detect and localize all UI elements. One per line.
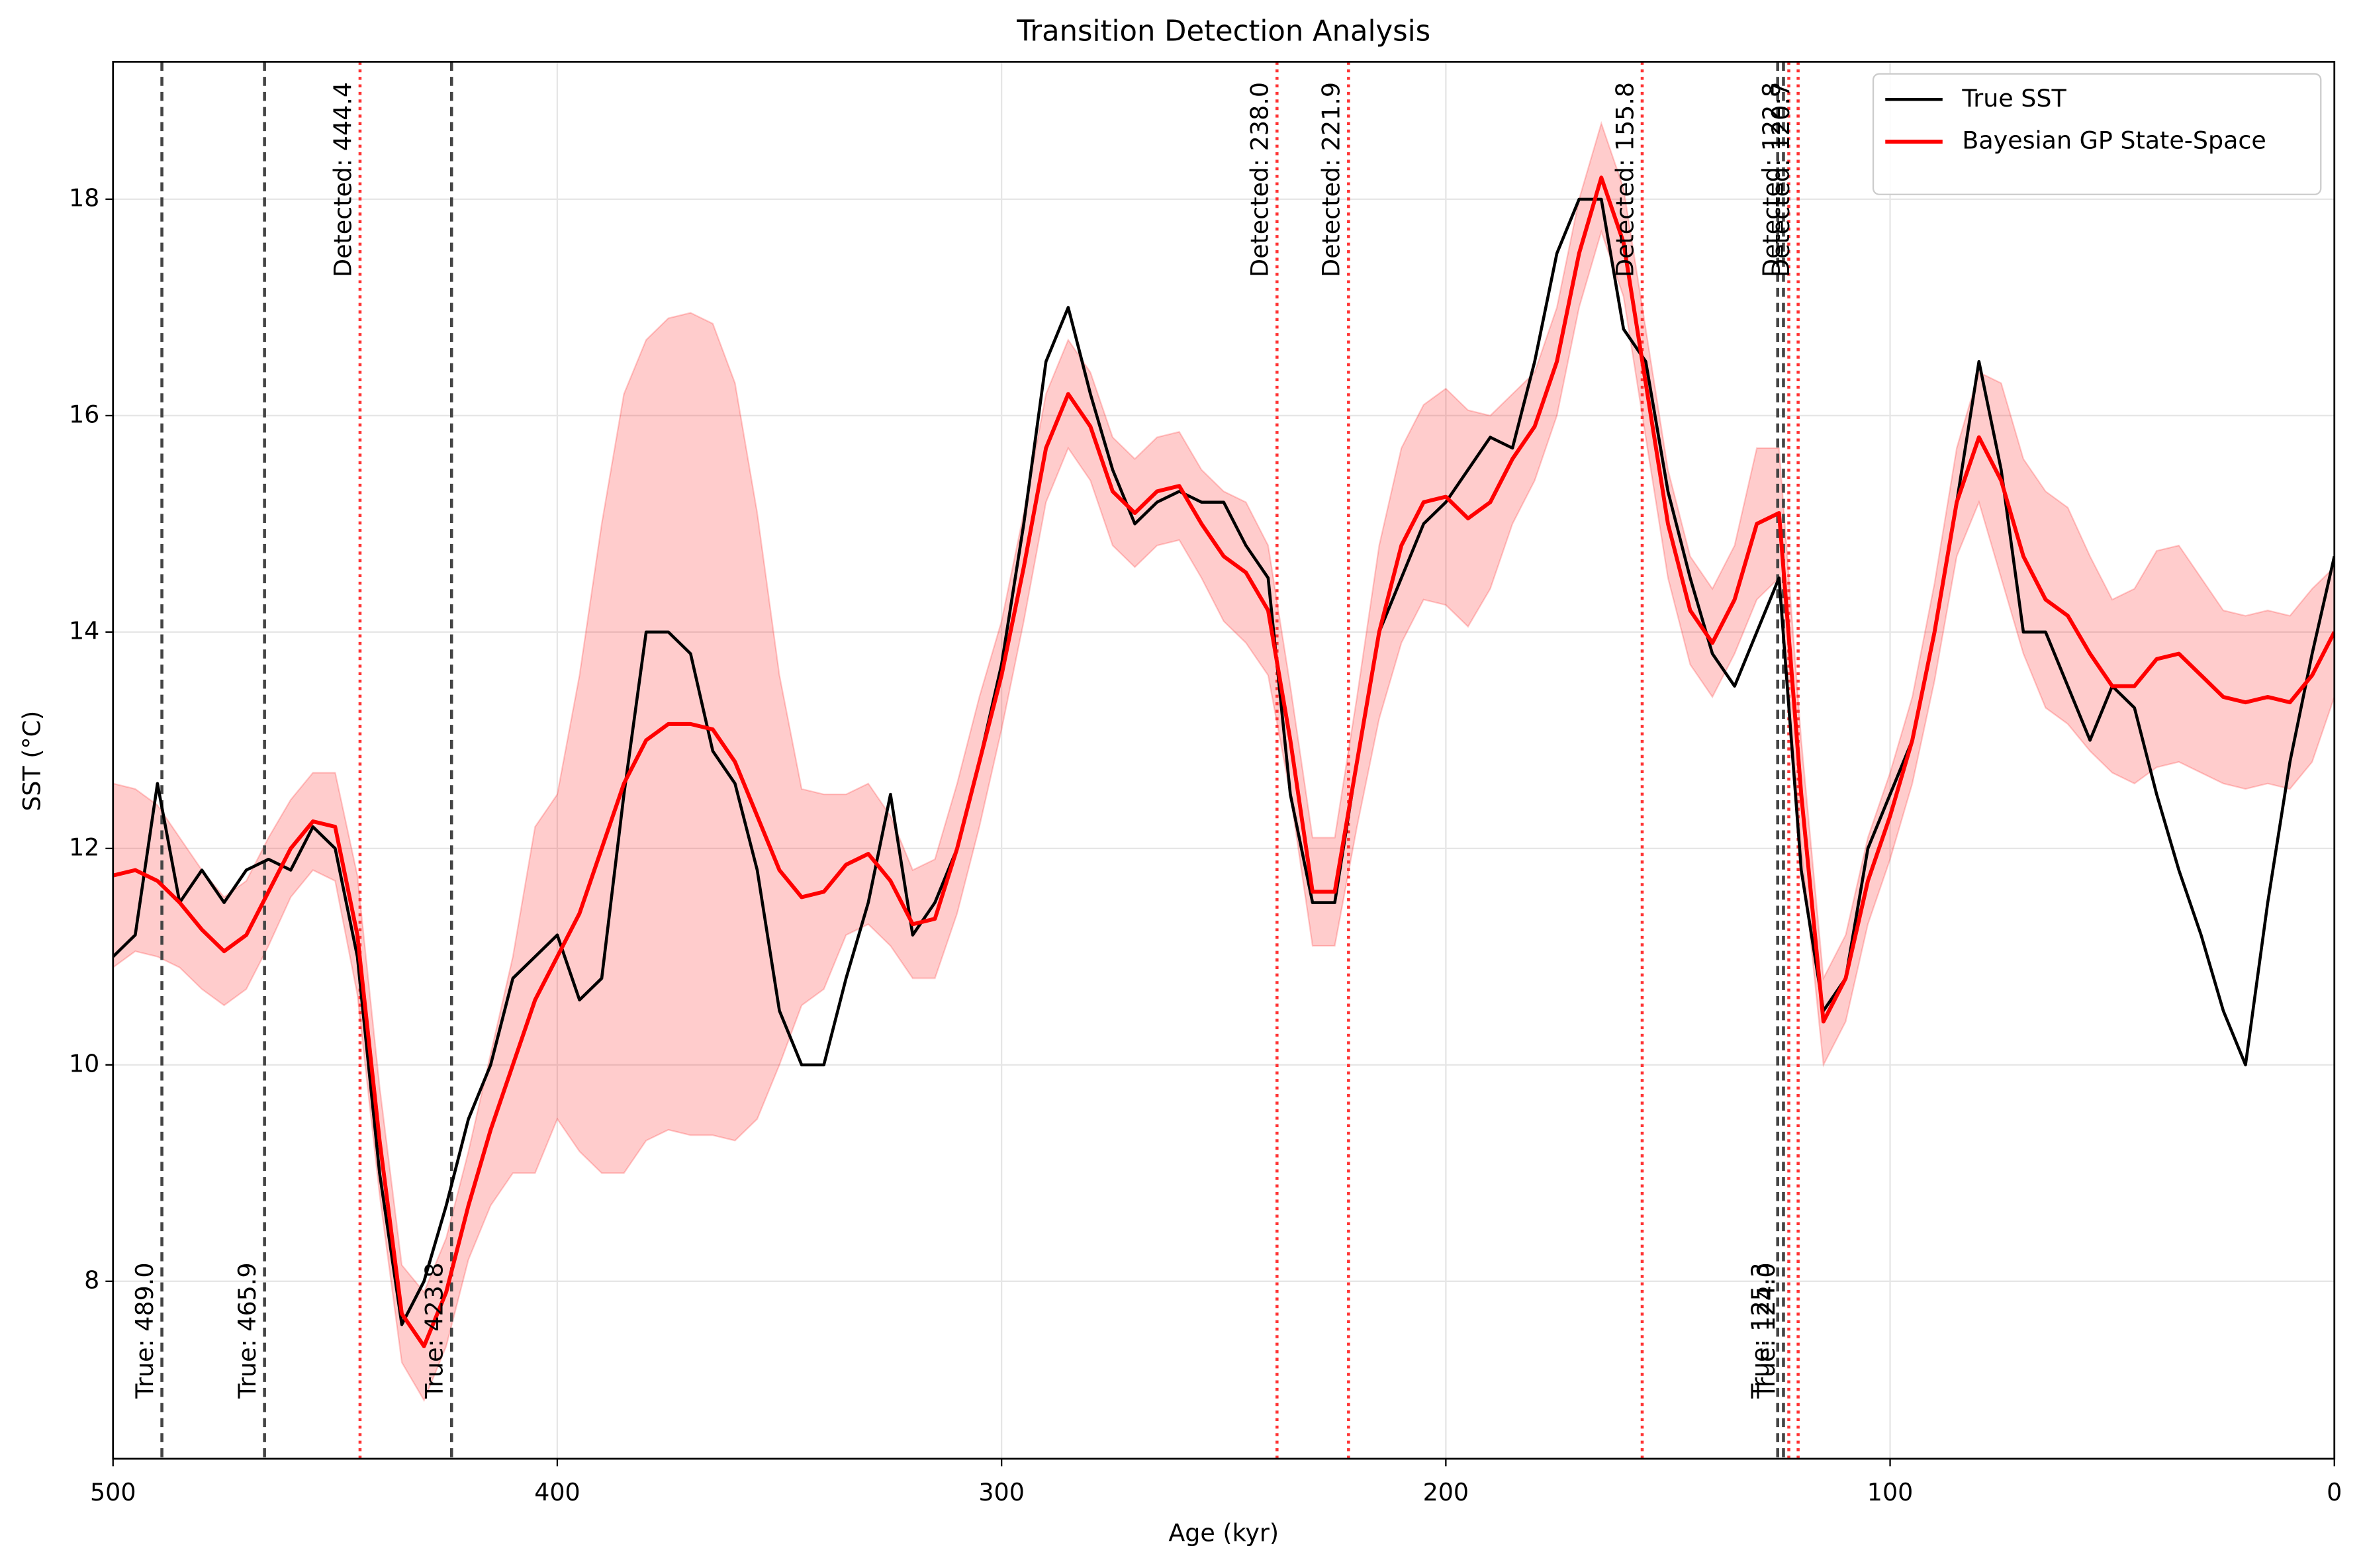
x-tick-label: 300 — [978, 1478, 1025, 1506]
y-tick-label: 12 — [69, 833, 99, 861]
y-axis-label: SST (°C) — [18, 711, 46, 811]
true-transition-label: True: 465.9 — [233, 1262, 261, 1399]
y-tick-label: 16 — [69, 400, 99, 428]
x-axis-label: Age (kyr) — [1168, 1518, 1279, 1547]
true-transition-label: True: 125.3 — [1746, 1262, 1775, 1399]
chart-title: Transition Detection Analysis — [1016, 15, 1430, 48]
legend-label: True SST — [1961, 84, 2066, 113]
series-line — [113, 197, 2335, 1326]
legend-label: Bayesian GP State-Space — [1962, 126, 2266, 155]
detected-transition-label: Detected: 238.0 — [1246, 82, 1274, 277]
detected-transition-label: Detected: 444.4 — [328, 82, 357, 277]
x-tick-label: 400 — [534, 1478, 580, 1506]
true-transition-label: True: 124.0 — [1752, 1262, 1781, 1399]
y-tick-label: 14 — [69, 616, 99, 645]
plot-frame — [112, 60, 2336, 1460]
x-tick-label: 100 — [1867, 1478, 1914, 1506]
true-transition-label: True: 489.0 — [130, 1262, 159, 1399]
x-tick-label: 500 — [90, 1478, 136, 1506]
plot-area — [113, 62, 2335, 1459]
detected-transition-label: Detected: 120.7 — [1767, 82, 1795, 277]
detected-transition-label: Detected: 122.8 — [1757, 82, 1786, 277]
true-transition-label: True: 423.8 — [420, 1262, 449, 1399]
uncertainty-band — [113, 120, 2335, 1403]
y-tick-label: 18 — [69, 183, 99, 212]
series-line — [113, 175, 2335, 1348]
detected-transition-label: Detected: 221.9 — [1317, 82, 1346, 277]
x-tick-label: 0 — [2327, 1478, 2342, 1506]
y-tick-label: 10 — [69, 1049, 99, 1078]
detected-transition-label: Detected: 155.8 — [1610, 82, 1639, 277]
x-tick-label: 200 — [1423, 1478, 1469, 1506]
legend-box — [1872, 73, 2322, 195]
y-tick-label: 8 — [84, 1266, 99, 1294]
